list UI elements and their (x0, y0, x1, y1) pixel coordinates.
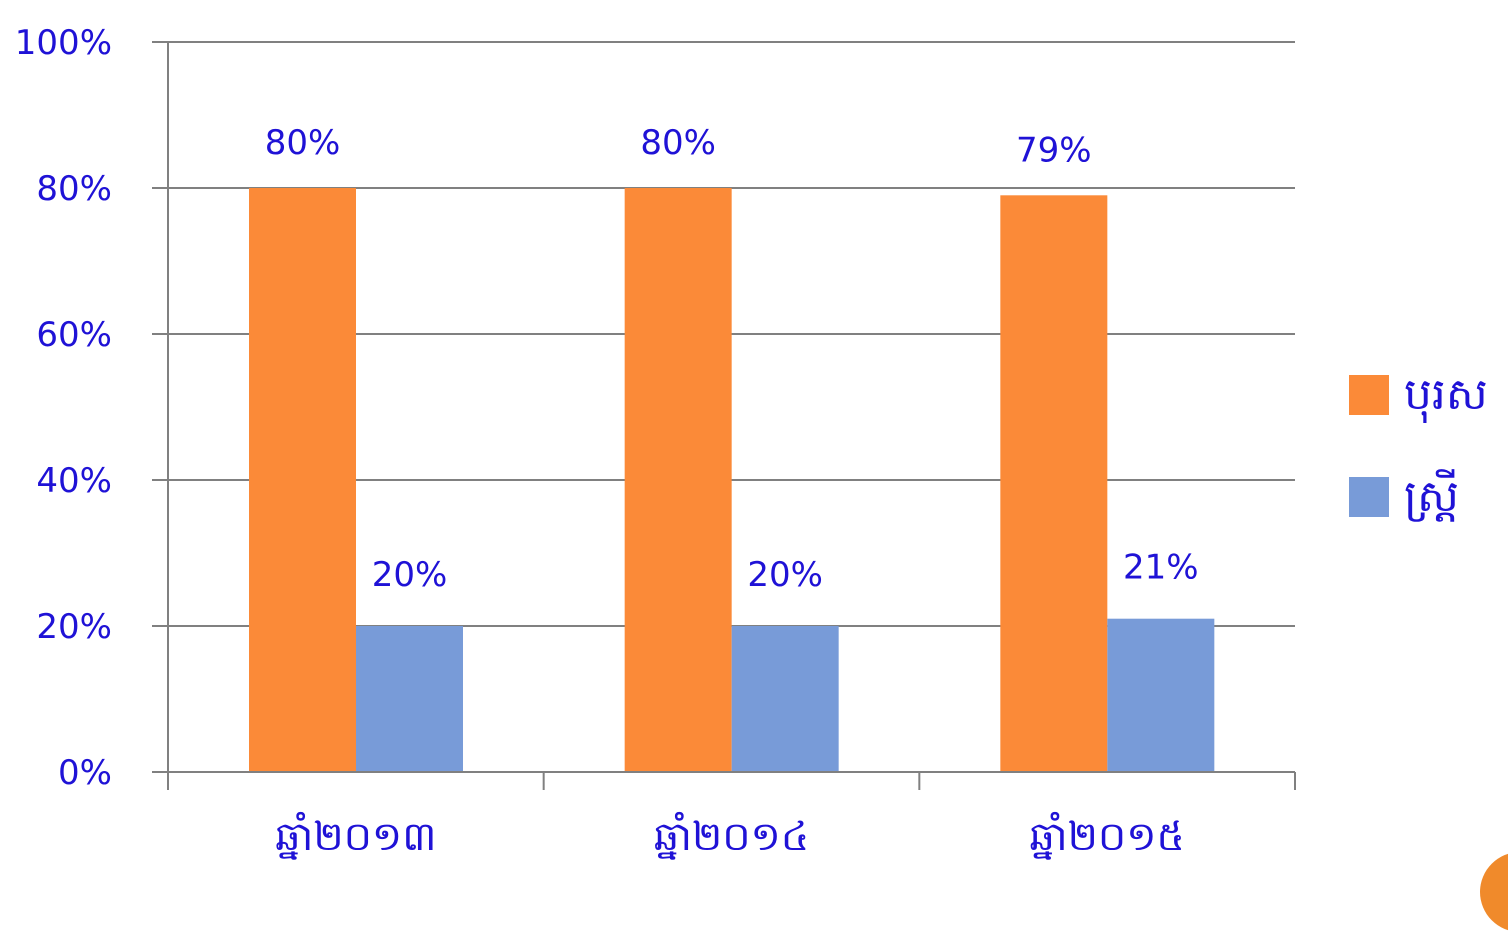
y-tick-label: 100% (15, 23, 112, 63)
legend-label: បុរស (1404, 369, 1488, 423)
bar (1107, 618, 1215, 772)
bar (249, 188, 356, 772)
legend-swatch (1349, 477, 1389, 517)
x-axis-category-labels: ឆ្នាំ២០១៣ ឆ្នាំ២០១៤ ឆ្នាំ២០១៥ (275, 811, 1185, 860)
bar (1000, 195, 1108, 773)
x-category-label: ឆ្នាំ២០១៤ (654, 811, 809, 860)
x-axis (152, 771, 1296, 790)
bar (356, 626, 463, 772)
y-tick-label: 40% (36, 461, 112, 501)
bar (731, 626, 839, 772)
y-tick-label: 80% (36, 169, 112, 209)
legend-label: ស្ត្រី (1404, 469, 1459, 522)
legend: បុរសស្ត្រី (1349, 369, 1488, 522)
bars (249, 188, 1215, 773)
data-label: 79% (1016, 130, 1092, 170)
bar (624, 188, 732, 772)
y-tick-label: 60% (36, 315, 112, 355)
data-label: 20% (372, 555, 448, 595)
data-label: 80% (640, 123, 716, 163)
x-category-label: ឆ្នាំ២០១៣ (275, 811, 436, 860)
data-label: 21% (1123, 548, 1199, 588)
data-label: 20% (747, 555, 823, 595)
y-axis-tick-labels: 0% 20% 40% 60% 80% 100% (15, 23, 112, 793)
y-tick-label: 0% (58, 753, 112, 793)
y-tick-label: 20% (36, 607, 112, 647)
bar-chart: 0% 20% 40% 60% 80% 100% 80% 80% 79% 20% 20% 21% ឆ្… (15, 23, 1488, 860)
x-category-label: ឆ្នាំ២០១៥ (1030, 811, 1185, 860)
legend-swatch (1349, 375, 1389, 415)
data-label: 80% (265, 123, 341, 163)
data-labels: 80% 80% 79% 20% 20% 21% (265, 123, 1199, 595)
